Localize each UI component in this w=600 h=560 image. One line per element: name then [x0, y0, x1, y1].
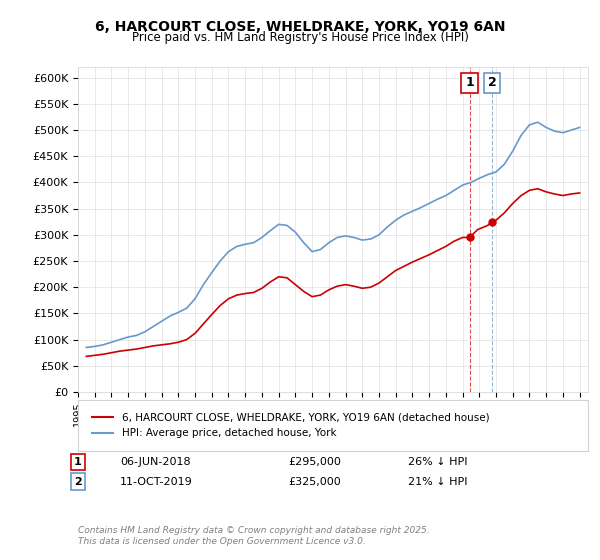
Text: 6, HARCOURT CLOSE, WHELDRAKE, YORK, YO19 6AN: 6, HARCOURT CLOSE, WHELDRAKE, YORK, YO19… [95, 20, 505, 34]
Text: 1: 1 [465, 76, 474, 90]
Text: 1: 1 [74, 457, 82, 467]
Text: 26% ↓ HPI: 26% ↓ HPI [408, 457, 467, 467]
Text: Price paid vs. HM Land Registry's House Price Index (HPI): Price paid vs. HM Land Registry's House … [131, 31, 469, 44]
Legend: 6, HARCOURT CLOSE, WHELDRAKE, YORK, YO19 6AN (detached house), HPI: Average pric: 6, HARCOURT CLOSE, WHELDRAKE, YORK, YO19… [88, 409, 493, 442]
Text: 11-OCT-2019: 11-OCT-2019 [120, 477, 193, 487]
Text: 2: 2 [488, 76, 497, 90]
Text: 21% ↓ HPI: 21% ↓ HPI [408, 477, 467, 487]
Text: 06-JUN-2018: 06-JUN-2018 [120, 457, 191, 467]
Text: 2: 2 [74, 477, 82, 487]
Text: £325,000: £325,000 [288, 477, 341, 487]
Text: £295,000: £295,000 [288, 457, 341, 467]
Text: Contains HM Land Registry data © Crown copyright and database right 2025.
This d: Contains HM Land Registry data © Crown c… [78, 526, 430, 546]
